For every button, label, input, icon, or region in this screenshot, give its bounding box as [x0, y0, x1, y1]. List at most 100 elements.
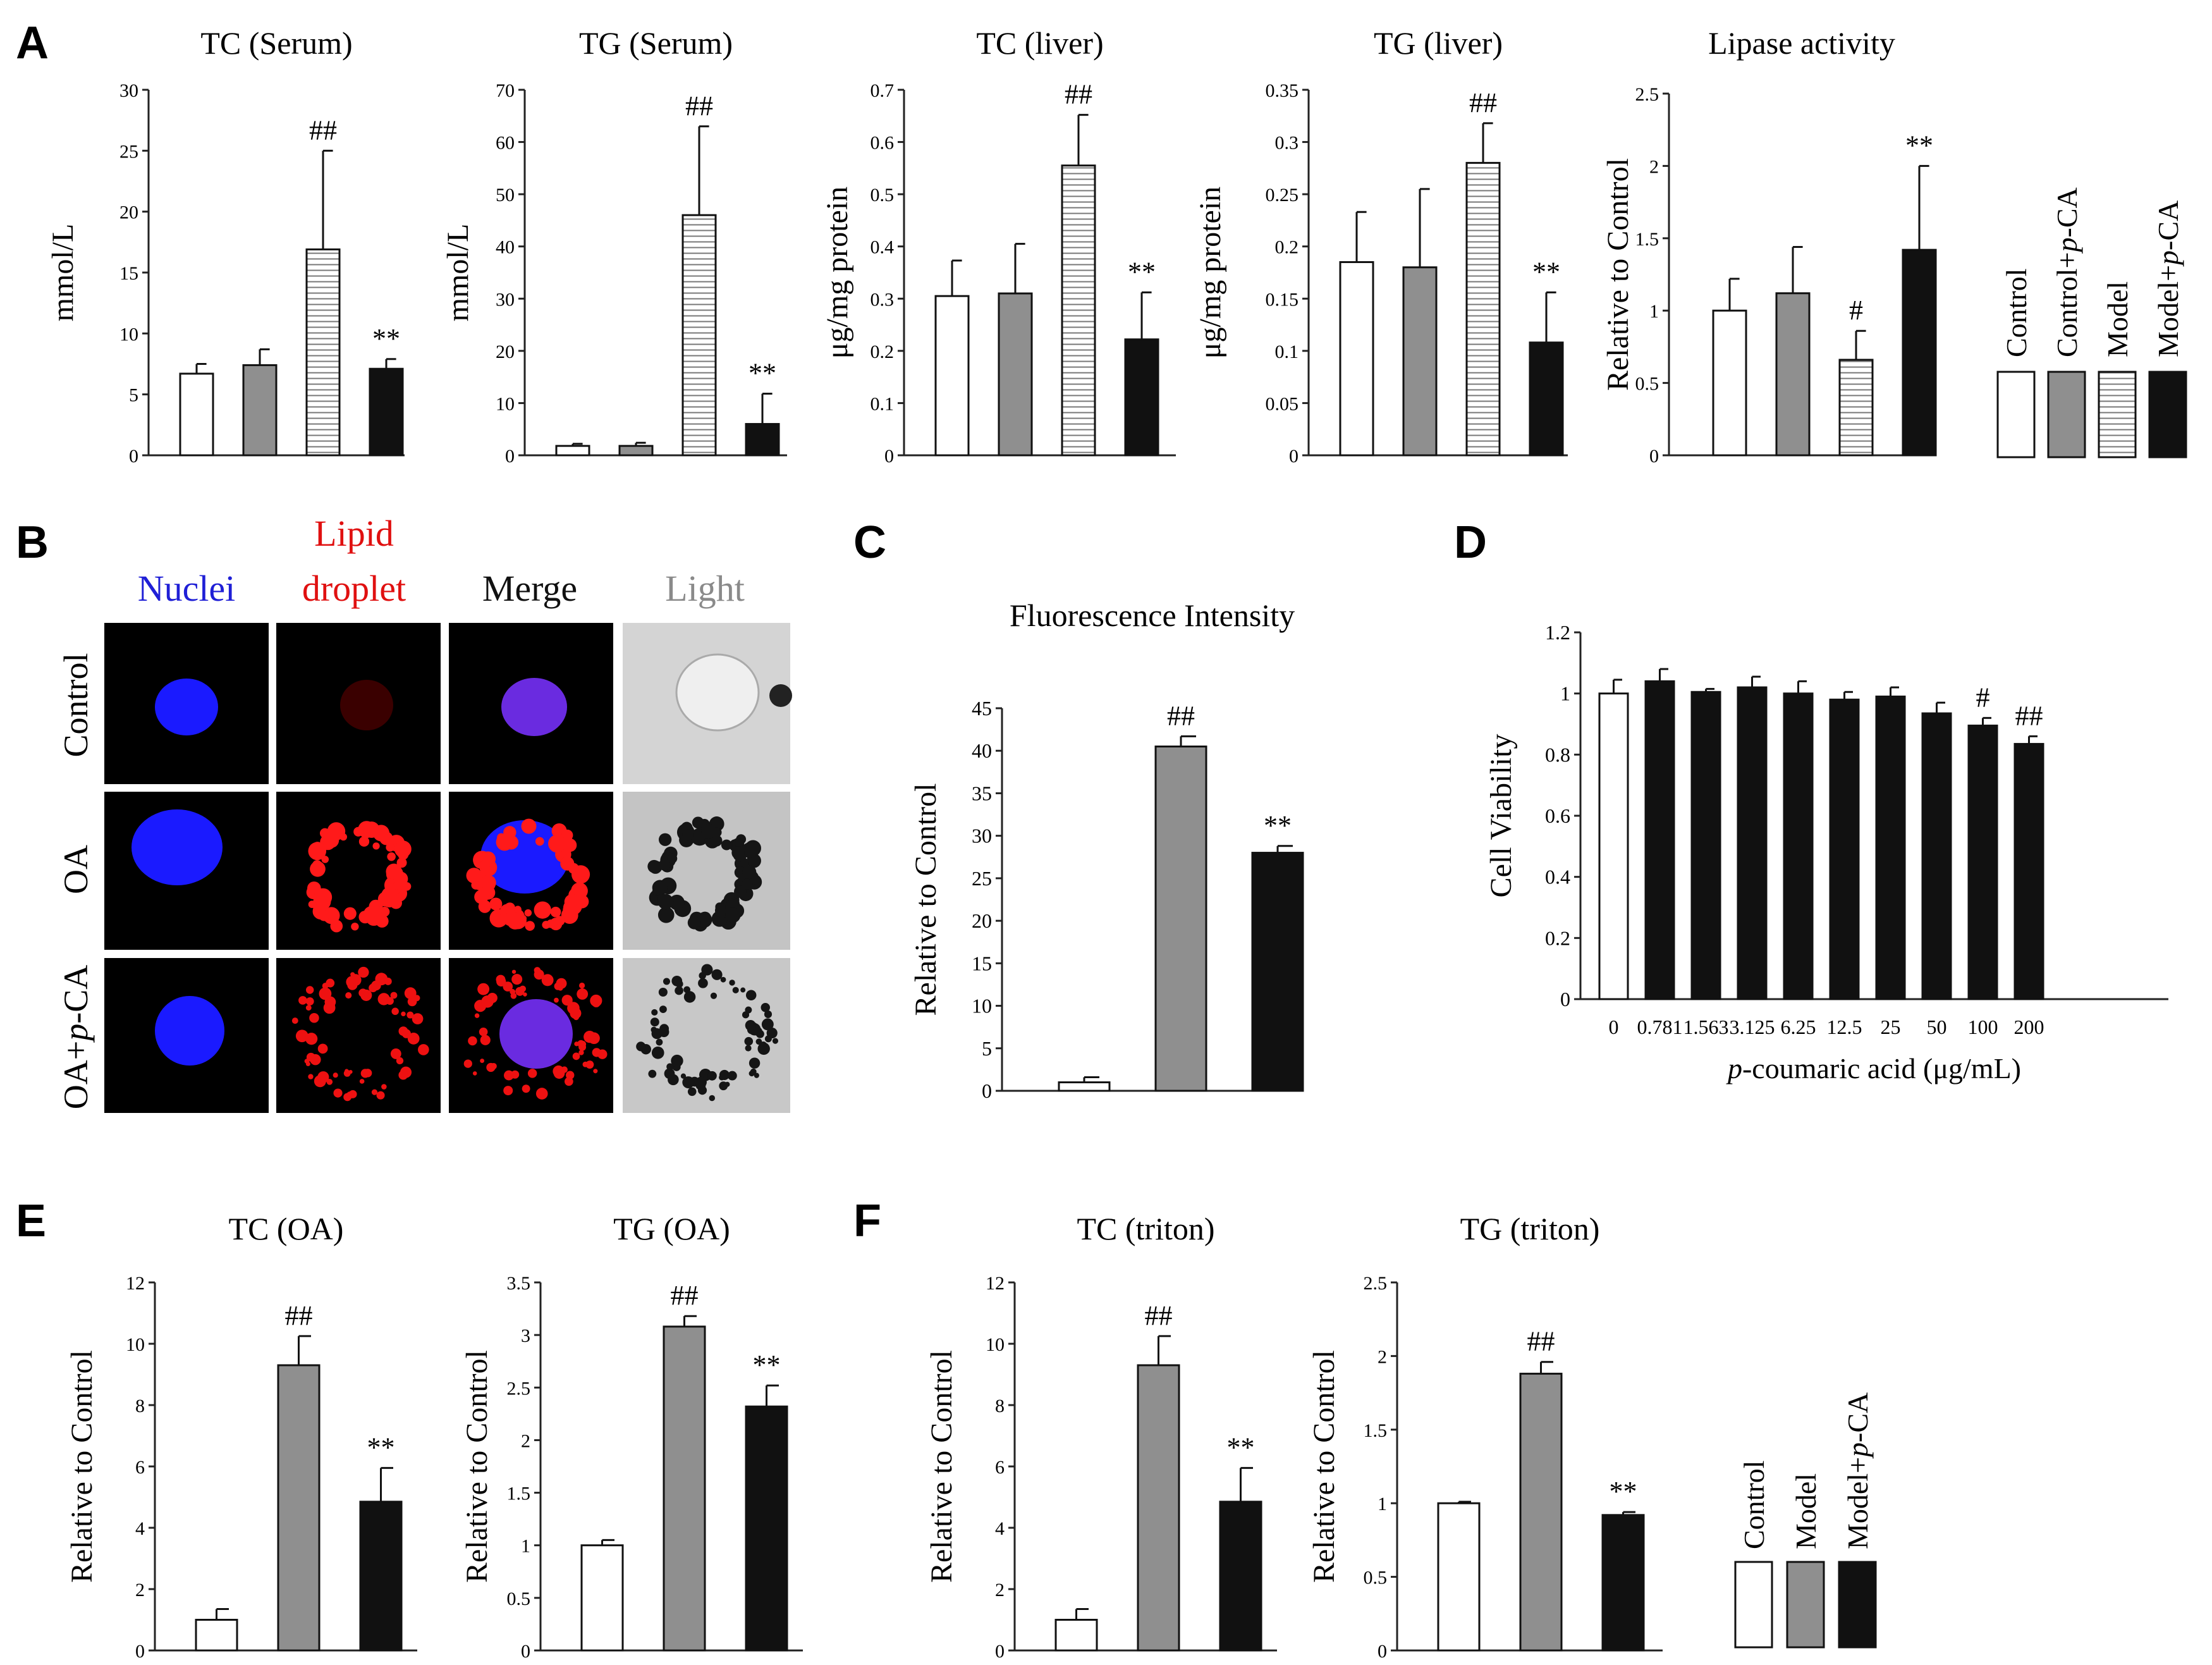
lipid-droplet	[669, 894, 685, 911]
lipid-droplet	[695, 1076, 707, 1088]
y-tick-label: 0.4	[871, 237, 895, 258]
y-tick-label: 1.5	[1364, 1420, 1388, 1441]
lipid-droplet	[709, 1095, 716, 1102]
lipid-droplet	[371, 980, 381, 991]
chart-title: TG (Serum)	[579, 25, 733, 61]
bar	[1875, 696, 1906, 1000]
chart-title: TC (triton)	[1077, 1211, 1214, 1246]
y-tick-label: 0.1	[871, 393, 895, 414]
bar	[1251, 852, 1304, 1092]
significance-label: **	[1128, 256, 1156, 287]
y-tick-label: 0	[982, 1079, 992, 1102]
bar	[1124, 338, 1159, 457]
significance-label: **	[1532, 256, 1560, 287]
lipid-droplet	[668, 1074, 679, 1086]
lipid-droplet	[659, 833, 672, 846]
lipid-droplet	[489, 897, 503, 911]
lipid-droplet	[310, 1054, 321, 1066]
y-tick-label: 0.2	[871, 341, 895, 362]
lipid-droplet	[396, 1057, 404, 1065]
panel-label-e: E	[16, 1196, 46, 1246]
y-tick-label: 0.5	[507, 1588, 531, 1609]
lipid-droplet	[480, 1059, 485, 1063]
lipid-droplet	[585, 1060, 594, 1069]
lipid-droplet	[721, 839, 732, 851]
legend-swatch	[1838, 1561, 1877, 1649]
bar	[359, 1501, 403, 1652]
lipid-droplet	[477, 983, 490, 995]
panel-label-f: F	[853, 1196, 881, 1246]
lipid-droplet	[745, 1020, 756, 1031]
cell-control-light	[675, 653, 760, 732]
lipid-droplet	[588, 1032, 600, 1045]
chart-title: TC (liver)	[976, 25, 1103, 61]
lipid-droplet	[404, 987, 417, 1000]
lipid-droplet	[420, 1045, 428, 1054]
lipid-droplet	[466, 868, 482, 883]
lipid-droplet	[698, 978, 708, 988]
y-tick-label: 0	[1560, 988, 1570, 1011]
significance-label: #	[1976, 682, 1990, 713]
lipid-droplet	[468, 1036, 477, 1046]
legend-swatch	[2098, 371, 2137, 458]
bar	[555, 445, 590, 457]
legend-label: Model+p-CA	[2152, 200, 2184, 357]
significance-label: **	[749, 358, 776, 389]
significance-label: ##	[1167, 700, 1195, 731]
legend-swatch	[2148, 371, 2187, 458]
y-tick-label: 5	[129, 385, 138, 406]
lipid-droplet	[391, 1007, 399, 1016]
significance-label: **	[367, 1432, 395, 1463]
significance-label: #	[1849, 295, 1863, 326]
y-tick-label: 2.5	[1635, 84, 1659, 105]
bar	[1437, 1502, 1481, 1652]
panel-b-microscopy: Nuclei Lipid droplet Merge Light Control…	[57, 513, 792, 1113]
y-tick-label: 6	[135, 1457, 145, 1478]
y-tick-label: 35	[972, 782, 992, 804]
lipid-droplet	[521, 818, 537, 834]
lipid-droplet	[652, 880, 668, 895]
lipid-droplet	[295, 1029, 309, 1043]
lipid-droplet	[359, 1079, 365, 1084]
x-tick-label: 25	[1881, 1016, 1901, 1038]
bar	[1054, 1619, 1098, 1652]
chart-title: Lipase activity	[1708, 25, 1895, 61]
lipid-droplet	[754, 1072, 759, 1078]
x-tick-label: 12.5	[1827, 1016, 1862, 1038]
lipid-droplet	[339, 833, 347, 841]
y-tick-label: 30	[972, 825, 992, 847]
lipid-droplet	[719, 1081, 728, 1091]
y-tick-label: 2	[1649, 156, 1659, 177]
lipid-droplet	[594, 1036, 599, 1041]
chart-title: TG (triton)	[1460, 1211, 1600, 1246]
lipid-droplet	[764, 1010, 773, 1019]
nucleus-oapca-merge	[499, 999, 573, 1069]
y-tick-label: 6	[995, 1457, 1005, 1478]
y-axis-label: Relative to Control	[909, 783, 943, 1016]
lipid-droplet	[535, 837, 544, 846]
chart-tg-triton: TG (triton) Relative to Control 0 0.5 1 1.5 2 2…	[1307, 1211, 1663, 1662]
lipid-droplet	[734, 885, 747, 898]
y-tick-label: 10	[119, 324, 138, 345]
lipid-droplet	[750, 1068, 757, 1075]
bar	[2013, 742, 2044, 1000]
lipid-droplet	[675, 980, 683, 988]
lipid-droplet	[398, 849, 409, 860]
lipid-droplet	[348, 1090, 357, 1098]
y-tick-label: 0	[521, 1641, 530, 1662]
lipid-droplet	[745, 1006, 752, 1014]
panel-label-a: A	[16, 18, 49, 68]
y-tick-label: 0	[1649, 446, 1659, 467]
lipid-droplet	[541, 974, 554, 986]
lipid-droplet	[648, 1069, 657, 1078]
lipid-droplet	[377, 892, 393, 907]
lipid-control	[340, 680, 393, 730]
bar	[1838, 359, 1874, 457]
lipid-droplet	[772, 1038, 779, 1044]
lipid-droplet	[687, 1087, 697, 1097]
lipid-droplet	[309, 1012, 319, 1023]
bar	[277, 1364, 321, 1652]
lipid-droplet	[707, 1071, 717, 1081]
lipid-droplet	[548, 834, 566, 853]
